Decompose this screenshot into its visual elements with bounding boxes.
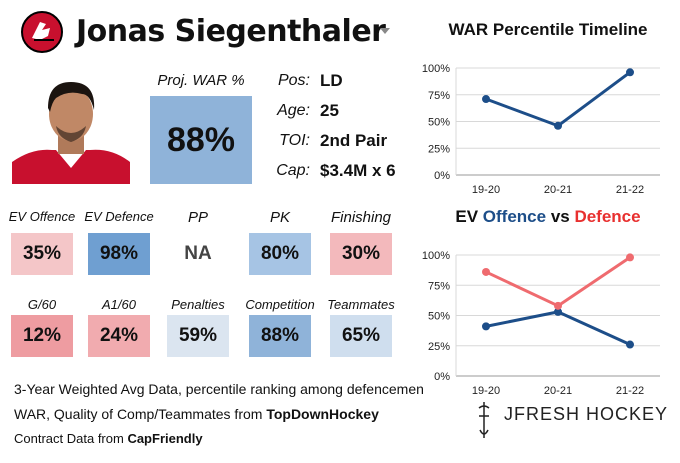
y-tick-label: 75%: [428, 90, 450, 102]
series-line: [485, 71, 631, 128]
footer-source-capfriendly: CapFriendly: [127, 431, 203, 446]
stat-label: PP: [187, 209, 208, 226]
footer-line-3: Contract Data from CapFriendly: [14, 431, 203, 446]
stat-label: EV Offence: [8, 209, 76, 224]
stat-label: Penalties: [171, 297, 225, 312]
x-tick-label: 19-20: [472, 184, 500, 196]
chart-2-title: EV Offence vs Defence: [420, 207, 676, 227]
data-point: [554, 121, 562, 130]
series-line: [485, 256, 631, 308]
y-tick-label: 50%: [428, 117, 450, 129]
info-value: $3.4M x 6: [320, 161, 396, 180]
chart-2-title-vs: vs: [546, 207, 575, 226]
stat-label: G/60: [27, 297, 57, 312]
devils-logo: [21, 11, 63, 53]
x-tick-label: 20-21: [544, 385, 572, 396]
stat-value: 24%: [88, 315, 150, 357]
stat-label: A1/60: [102, 297, 136, 312]
info-value: 25: [320, 101, 339, 120]
y-tick-label: 0%: [434, 371, 450, 383]
series-line: [485, 310, 631, 346]
ev-offence-defence-chart: 0% 25% 50% 75% 100% 19-20 20-21 21-22: [422, 250, 660, 396]
stat-value: 65%: [330, 315, 392, 357]
data-point: [482, 322, 490, 331]
data-point: [626, 340, 634, 349]
proj-war-value: 88%: [150, 96, 252, 184]
chart-1-title: WAR Percentile Timeline: [448, 20, 648, 39]
info-key: Age:: [277, 102, 310, 119]
chart-2-title-prefix: EV: [455, 207, 483, 226]
x-tick-label: 21-22: [616, 184, 644, 196]
stat-value: 98%: [88, 233, 150, 275]
info-key: Pos:: [277, 72, 310, 89]
stat-label: Teammates: [327, 297, 395, 312]
stat-value: 12%: [11, 315, 73, 357]
footer-line-1: 3-Year Weighted Avg Data, percentile ran…: [14, 381, 424, 397]
stat-label: Finishing: [330, 209, 392, 226]
chart-2-title-offence: Offence: [482, 207, 547, 226]
footer-line-2-prefix: WAR, Quality of Comp/Teammates from: [14, 406, 267, 422]
footer-source-topdown: TopDownHockey: [266, 406, 379, 422]
x-tick-label: 20-21: [544, 184, 572, 196]
war-timeline-chart: 0% 25% 50% 75% 100% 19-20 20-21 21-22: [422, 63, 660, 196]
x-tick-label: 21-22: [616, 385, 644, 396]
info-value: LD: [320, 71, 343, 90]
chevron-down-icon[interactable]: [380, 28, 390, 34]
info-key: Cap:: [276, 162, 310, 179]
data-point: [554, 301, 562, 310]
stat-value: NA: [167, 233, 229, 275]
player-info: Pos: LD Age: 25 TOI: 2nd Pair Cap: $3.4M…: [270, 71, 400, 192]
y-tick-label: 25%: [428, 341, 450, 353]
info-value: 2nd Pair: [320, 131, 388, 150]
y-tick-label: 75%: [428, 280, 450, 292]
stat-value: 59%: [167, 315, 229, 357]
stat-value: 35%: [11, 233, 73, 275]
stat-label: Competition: [245, 297, 315, 312]
brand-name: JFRESH HOCKEY: [504, 404, 669, 424]
y-tick-label: 50%: [428, 311, 450, 323]
y-tick-label: 100%: [422, 250, 450, 262]
info-key: TOI:: [279, 132, 310, 149]
brand-logo-icon: [478, 402, 490, 438]
player-photo: [12, 64, 130, 184]
y-tick-label: 25%: [428, 143, 450, 155]
proj-war-label: Proj. WAR %: [157, 72, 245, 89]
player-name: Jonas Siegenthaler: [76, 14, 386, 49]
footer-line-3-prefix: Contract Data from: [14, 431, 128, 446]
x-tick-label: 19-20: [472, 385, 500, 396]
stat-value: 80%: [249, 233, 311, 275]
stat-label: PK: [269, 209, 290, 226]
stat-value: 88%: [249, 315, 311, 357]
footer-line-2: WAR, Quality of Comp/Teammates from TopD…: [14, 406, 379, 422]
data-point: [482, 95, 490, 104]
y-tick-label: 100%: [422, 63, 450, 75]
chart-2-title-defence: Defence: [574, 207, 641, 226]
data-point: [554, 307, 562, 316]
data-point: [626, 253, 634, 262]
data-point: [482, 267, 490, 276]
y-tick-label: 0%: [434, 170, 450, 182]
data-point: [626, 68, 634, 77]
stat-label: EV Defence: [84, 209, 154, 224]
stat-value: 30%: [330, 233, 392, 275]
